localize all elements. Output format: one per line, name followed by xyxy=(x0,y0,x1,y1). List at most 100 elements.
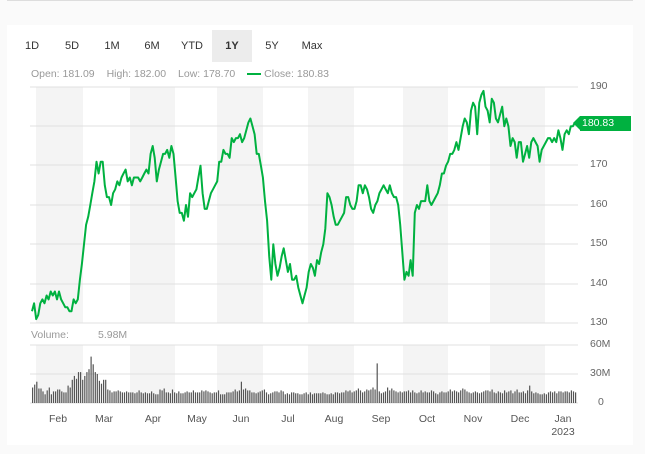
x-tick-label: Nov xyxy=(463,413,483,425)
volume-bar xyxy=(554,391,556,403)
x-tick-label: Jan xyxy=(554,413,572,425)
volume-bar xyxy=(288,394,291,403)
range-tab-5d[interactable]: 5D xyxy=(64,40,80,52)
volume-bar xyxy=(190,392,192,403)
volume-bar xyxy=(46,390,48,403)
volume-bar xyxy=(48,387,50,403)
volume-bar xyxy=(194,392,197,403)
y-tick-label: 160 xyxy=(590,198,608,210)
volume-bar xyxy=(151,391,153,403)
range-tab-max[interactable]: Max xyxy=(301,40,323,52)
x-tick-label: Mar xyxy=(94,413,114,425)
volume-bar xyxy=(205,390,207,403)
volume-bar xyxy=(188,392,190,403)
volume-bar xyxy=(430,390,433,403)
volume-bar xyxy=(376,363,378,403)
volume-bar xyxy=(65,392,67,403)
range-tab-1d[interactable]: 1D xyxy=(24,40,40,52)
volume-bar xyxy=(34,384,36,403)
volume-bar xyxy=(94,372,96,403)
volume-bar xyxy=(537,393,539,403)
volume-bar xyxy=(384,391,387,403)
volume-bar xyxy=(265,392,268,403)
volume-bar xyxy=(80,372,82,403)
open-stat: Open: 181.09 xyxy=(31,68,95,80)
x-tick-label: Aug xyxy=(324,413,344,425)
volume-bar xyxy=(77,372,80,403)
volume-bar xyxy=(178,391,180,403)
volume-bar xyxy=(132,392,134,403)
low-stat: Low: 178.70 xyxy=(178,68,236,80)
volume-bar xyxy=(451,391,453,403)
volume-bar xyxy=(274,391,276,403)
volume-bar xyxy=(199,392,201,403)
volume-bar xyxy=(92,364,94,403)
volume-bar xyxy=(192,390,194,403)
volume-bar xyxy=(391,388,393,403)
volume-bar xyxy=(572,391,575,403)
range-tab-ytd[interactable]: YTD xyxy=(181,40,203,52)
volume-bar xyxy=(556,393,558,403)
x-tick-label: Oct xyxy=(418,413,436,425)
volume-bar xyxy=(341,392,343,403)
volume-bar xyxy=(403,391,405,403)
volume-bar xyxy=(211,393,213,403)
volume-bar xyxy=(364,391,366,403)
volume-bar xyxy=(552,392,554,403)
range-tab-1m[interactable]: 1M xyxy=(104,40,120,52)
volume-bar xyxy=(140,392,142,403)
volume-bar xyxy=(42,391,44,403)
volume-bar xyxy=(437,394,439,403)
volume-bar xyxy=(322,392,324,403)
volume-bar xyxy=(309,392,311,403)
volume-bar xyxy=(389,390,391,403)
volume-bar xyxy=(213,392,215,403)
volume-bar xyxy=(522,391,524,403)
volume-bar xyxy=(272,392,274,403)
volume-bar xyxy=(399,391,401,403)
volume-bar xyxy=(217,390,220,403)
volume-bar xyxy=(359,390,362,403)
volume-bar xyxy=(126,391,128,403)
volume-bar xyxy=(476,392,478,403)
volume-bar xyxy=(257,392,259,403)
range-tab-5y[interactable]: 5Y xyxy=(265,40,279,52)
x-tick-label: Sep xyxy=(371,413,391,425)
y-tick-label: 170 xyxy=(590,158,608,170)
volume-bar xyxy=(297,393,299,403)
x-tick-label: Apr xyxy=(144,413,162,425)
x-tick-label: Feb xyxy=(48,413,68,425)
volume-bar xyxy=(144,392,146,403)
volume-bar xyxy=(161,390,163,403)
y-tick-label: 140 xyxy=(590,277,608,289)
volume-bar xyxy=(564,391,566,403)
volume-bar xyxy=(405,391,407,403)
volume-bar xyxy=(224,394,226,403)
volume-bar xyxy=(422,392,424,403)
volume-bar xyxy=(343,392,345,403)
volume-bar xyxy=(533,393,535,403)
volume-bar xyxy=(284,394,286,403)
volume-bar xyxy=(362,392,364,403)
range-tab-1y[interactable]: 1Y xyxy=(212,30,252,62)
volume-bar xyxy=(347,391,349,403)
volume-bar xyxy=(426,392,428,403)
volume-bar xyxy=(295,393,297,403)
volume-bar xyxy=(520,392,522,403)
volume-bar xyxy=(203,391,205,403)
range-tab-6m[interactable]: 6M xyxy=(144,40,160,52)
volume-bar xyxy=(378,391,380,403)
volume-bar xyxy=(458,392,460,403)
volume-bar xyxy=(253,392,255,403)
volume-bar xyxy=(32,387,34,403)
volume-bar xyxy=(230,392,232,403)
volume-bar xyxy=(138,390,140,403)
y-tick-label: 0 xyxy=(598,396,604,408)
volume-bar xyxy=(109,390,111,403)
volume-bar xyxy=(286,393,288,403)
volume-bar xyxy=(412,390,414,403)
volume-bar xyxy=(483,391,485,403)
volume-bar xyxy=(535,392,537,403)
volume-bar xyxy=(96,374,98,403)
